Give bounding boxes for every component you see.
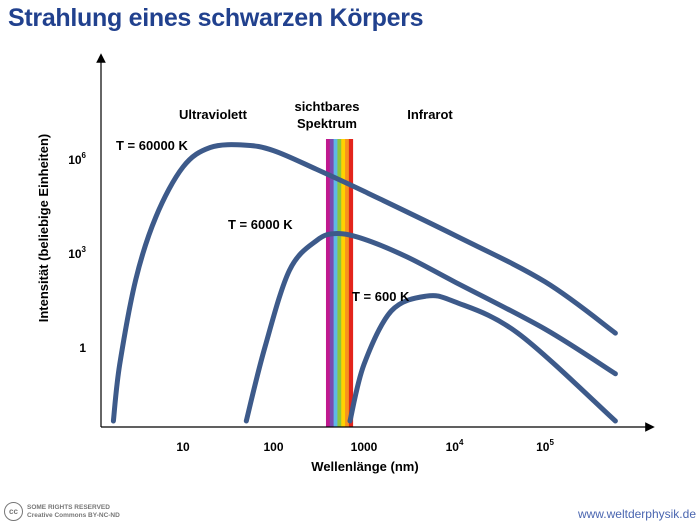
series-label-600k: T = 600 K [352, 289, 410, 304]
series-curve-6000k [243, 230, 618, 424]
region-label-visible-line2: Spektrum [297, 116, 357, 131]
x-tick-label: 105 [536, 438, 554, 454]
visible-spectrum-band [325, 139, 354, 427]
x-tick-label: 104 [446, 438, 464, 454]
spectrum-stripe [325, 139, 331, 427]
spectrum-stripe [341, 139, 346, 427]
tick-labels: 10 100 1000 104 105 106 103 1 [68, 151, 554, 454]
series-curve-600k [347, 293, 618, 424]
spectrum-stripe [345, 139, 350, 427]
series-curves [110, 142, 618, 424]
region-label-infrared: Infrarot [407, 107, 453, 122]
x-tick-label: 10 [176, 440, 190, 454]
y-tick-label: 106 [68, 151, 86, 167]
x-axis-label: Wellenlänge (nm) [311, 459, 418, 474]
license-text: SOME RIGHTS RESERVED Creative Commons BY… [27, 504, 120, 520]
cc-icon: cc [4, 502, 23, 521]
series-curve-60000k [110, 142, 618, 424]
x-tick-label: 100 [263, 440, 283, 454]
page-title: Strahlung eines schwarzen Körpers [8, 4, 424, 32]
license-line-2: Creative Commons BY-NC-ND [27, 511, 120, 519]
series-label-6000k: T = 6000 K [228, 217, 293, 232]
license-line-1: SOME RIGHTS RESERVED [27, 503, 110, 511]
site-link[interactable]: www.weltderphysik.de [577, 507, 696, 521]
y-tick-label: 103 [68, 245, 86, 261]
x-tick-label: 1000 [351, 440, 378, 454]
region-label-ultraviolet: Ultraviolett [179, 107, 248, 122]
license-notice: cc SOME RIGHTS RESERVED Creative Commons… [4, 502, 120, 521]
spectrum-stripe [333, 139, 338, 427]
y-axis-label: Intensität (beliebige Einheiten) [36, 134, 51, 323]
spectrum-stripe [337, 139, 342, 427]
text-labels: Wellenlänge (nm) Intensität (beliebige E… [36, 99, 453, 474]
series-label-60000k: T = 60000 K [116, 138, 189, 153]
y-tick-label: 1 [79, 341, 86, 355]
spectrum-stripe [348, 139, 354, 427]
region-label-visible-line1: sichtbares [294, 99, 359, 114]
chart-axes [96, 53, 655, 432]
spectrum-stripe [329, 139, 335, 427]
